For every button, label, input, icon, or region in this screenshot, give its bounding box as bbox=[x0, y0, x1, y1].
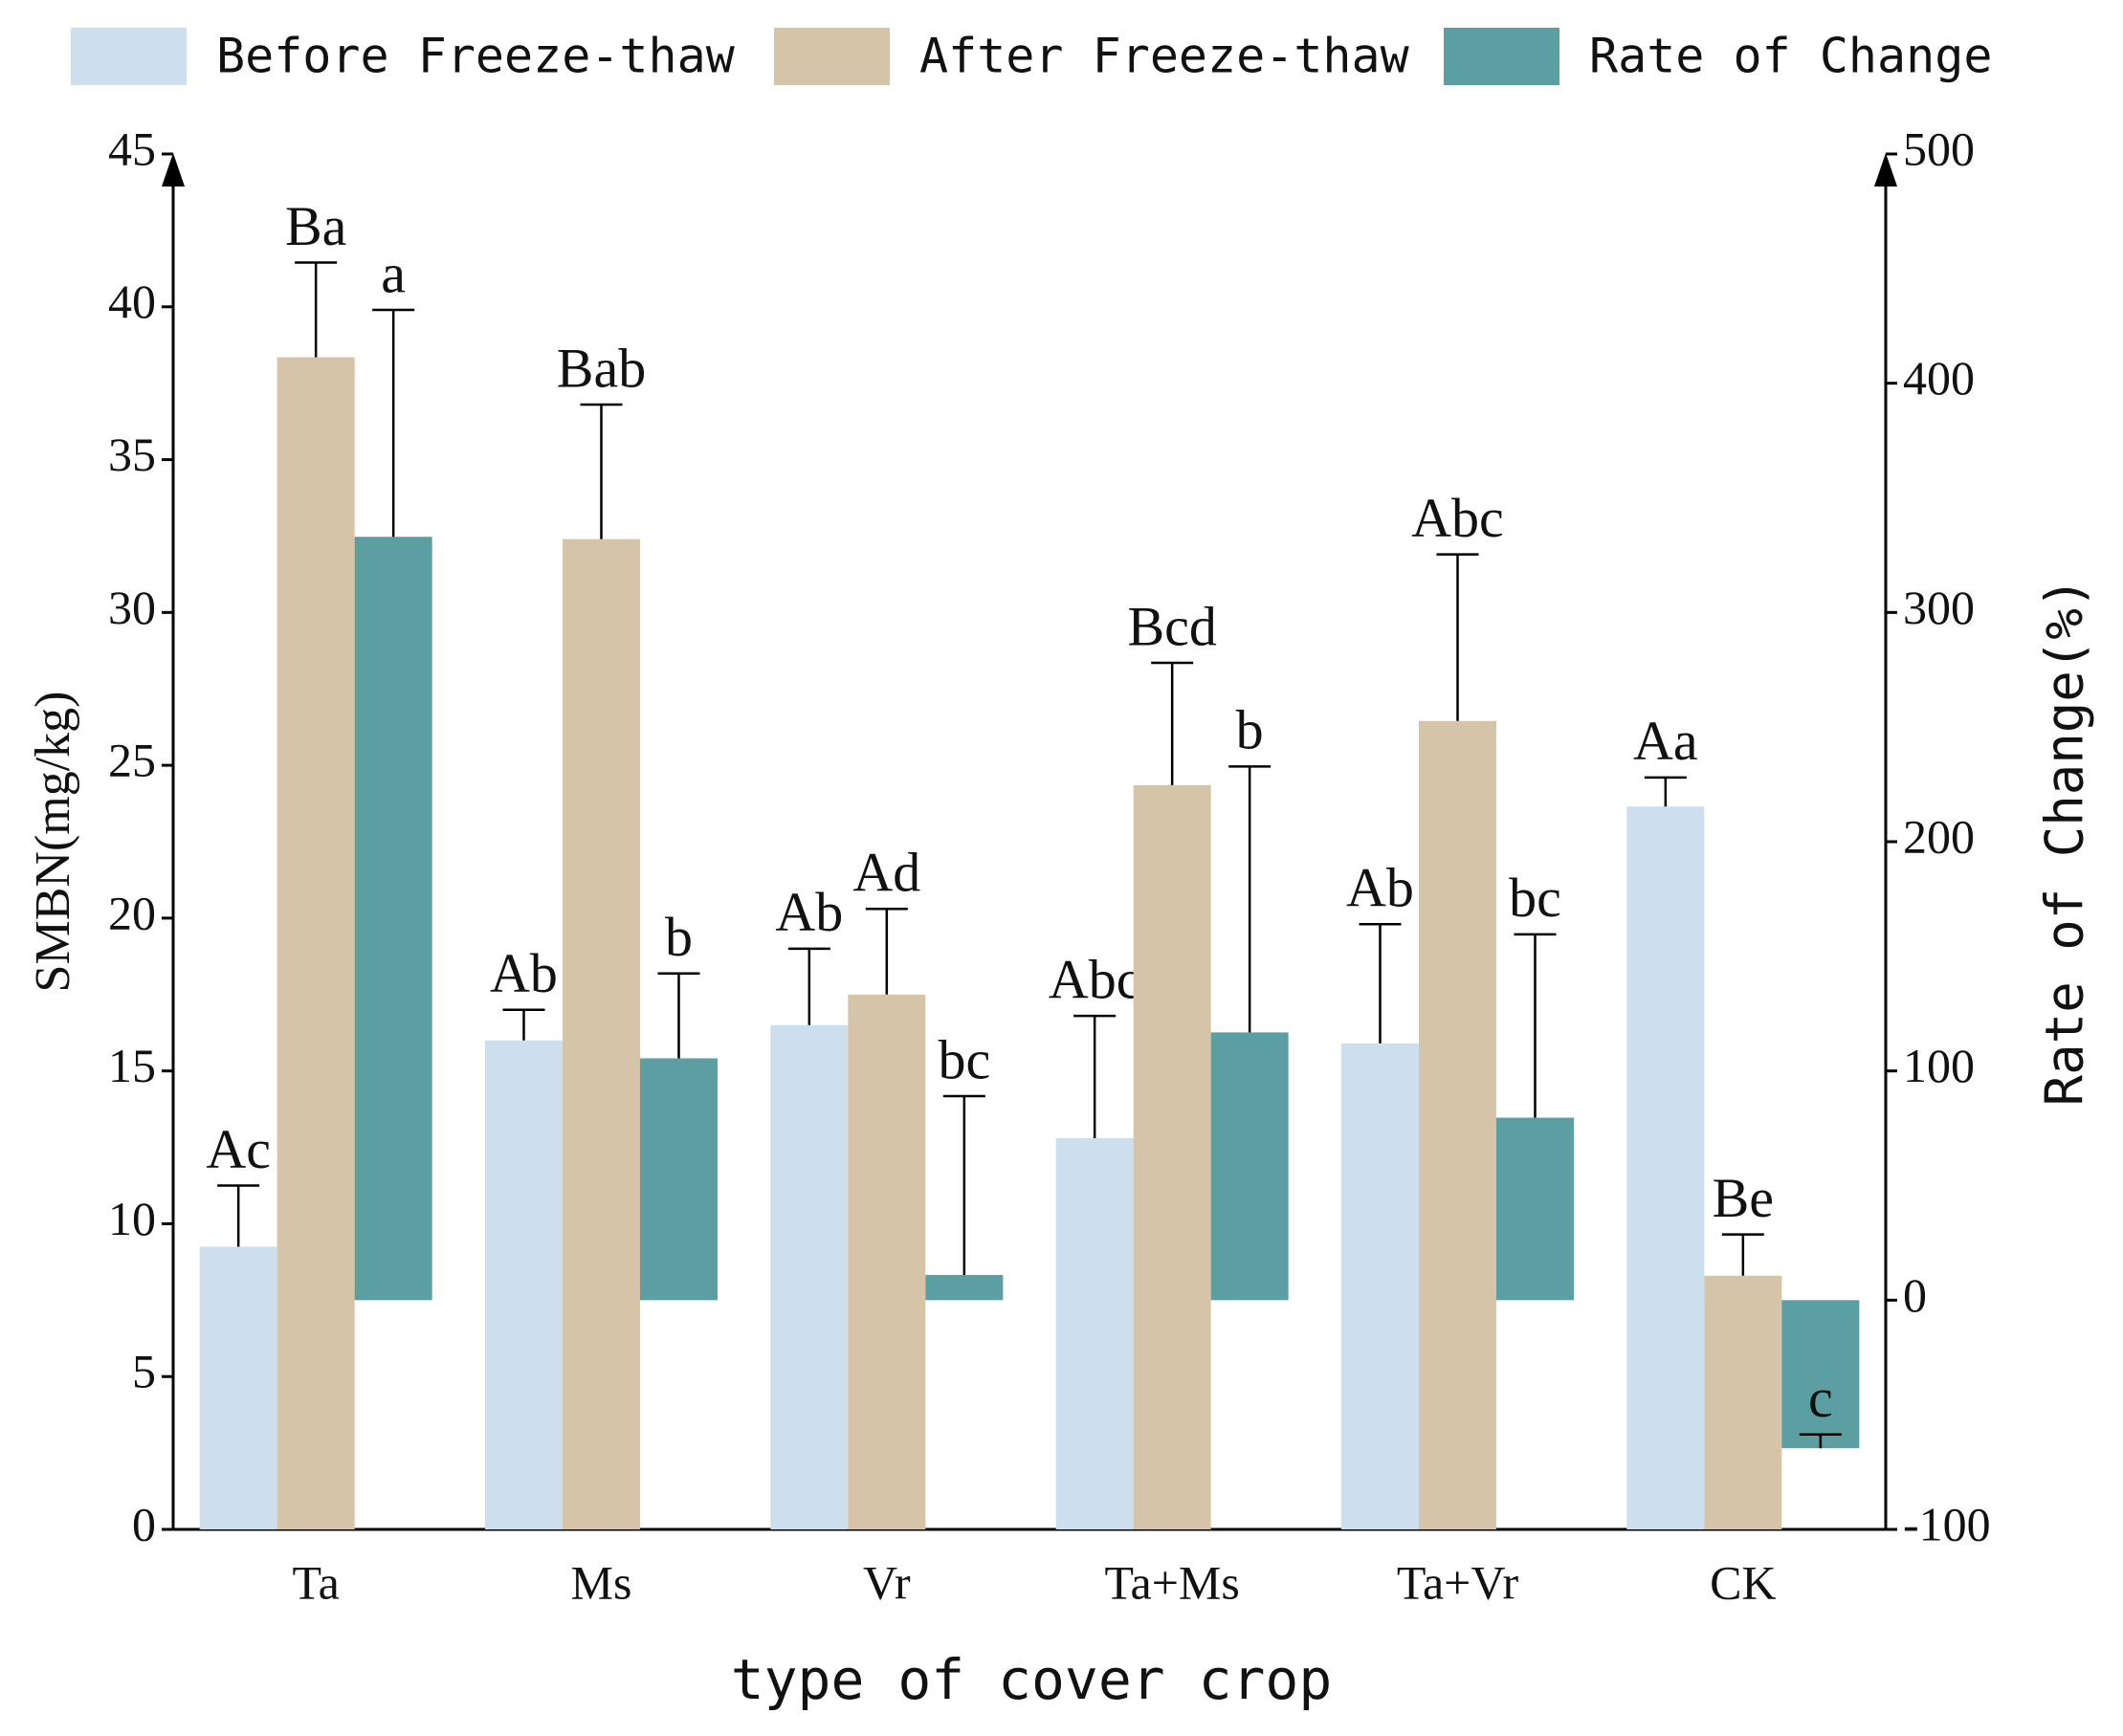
bar bbox=[1133, 784, 1211, 1529]
y-tick-label: 5 bbox=[132, 1345, 156, 1398]
bar bbox=[848, 994, 926, 1529]
significance-letter: c bbox=[1808, 1367, 1833, 1429]
bar bbox=[199, 1246, 277, 1529]
y2-tick-label: 400 bbox=[1903, 351, 1975, 405]
significance-letter: Ba bbox=[285, 195, 346, 257]
y2-tick-label: 100 bbox=[1903, 1039, 1975, 1092]
x-tick-label: Ta+Vr bbox=[1397, 1555, 1519, 1609]
y-tick-label: 25 bbox=[108, 734, 156, 787]
bar bbox=[1704, 1275, 1782, 1529]
bar bbox=[1496, 1117, 1574, 1301]
x-tick-label: CK bbox=[1710, 1555, 1776, 1609]
significance-letter: Aa bbox=[1633, 710, 1698, 772]
legend-label: Rate of Change bbox=[1589, 29, 1992, 84]
y2-axis-arrow bbox=[1874, 153, 1897, 187]
y2-tick-label: 200 bbox=[1903, 809, 1975, 863]
y-tick-label: 30 bbox=[108, 581, 156, 634]
significance-letter: bc bbox=[938, 1028, 990, 1090]
bar bbox=[1210, 1032, 1289, 1301]
y2-axis-title: Rate of Change(%) bbox=[2035, 578, 2095, 1107]
y2-tick-label: -100 bbox=[1903, 1497, 1991, 1550]
significance-letter: Ac bbox=[206, 1118, 271, 1180]
legend-label: Before Freeze-thaw bbox=[216, 29, 736, 84]
x-axis-title: type of cover crop bbox=[731, 1647, 1333, 1712]
legend-swatch bbox=[1444, 28, 1559, 85]
x-tick-label: Ms bbox=[571, 1555, 632, 1609]
y-tick-label: 15 bbox=[108, 1039, 156, 1092]
legend-swatch bbox=[71, 28, 187, 85]
y2-tick-label: 500 bbox=[1903, 121, 1975, 175]
significance-letter: Be bbox=[1713, 1167, 1774, 1229]
significance-letter: Ab bbox=[490, 942, 558, 1004]
significance-letter: a bbox=[381, 242, 406, 304]
y-tick-label: 35 bbox=[108, 428, 156, 481]
significance-letter: Bcd bbox=[1127, 595, 1216, 657]
significance-letter: bc bbox=[1509, 867, 1561, 929]
x-tick-label: Ta bbox=[293, 1555, 340, 1609]
significance-letter: Ab bbox=[775, 881, 843, 943]
significance-letter: b bbox=[665, 906, 693, 968]
bar bbox=[485, 1040, 563, 1529]
bar bbox=[276, 357, 355, 1530]
legend-swatch bbox=[774, 28, 890, 85]
significance-letter: b bbox=[1236, 699, 1264, 761]
significance-letter: Bab bbox=[557, 337, 646, 399]
significance-letter: Ab bbox=[1346, 857, 1414, 919]
y-tick-label: 45 bbox=[108, 121, 156, 175]
x-tick-label: Vr bbox=[863, 1555, 911, 1609]
bar bbox=[1419, 720, 1496, 1529]
significance-letter: Abc bbox=[1411, 487, 1504, 549]
significance-letter: Ad bbox=[852, 842, 920, 904]
bar bbox=[640, 1058, 718, 1301]
bar bbox=[925, 1274, 1004, 1301]
y2-tick-label: 300 bbox=[1903, 581, 1975, 634]
y-tick-label: 20 bbox=[108, 886, 156, 939]
y2-tick-label: 0 bbox=[1903, 1268, 1927, 1322]
x-tick-label: Ta+Ms bbox=[1104, 1555, 1239, 1609]
y-axis-title: SMBN(mg/kg) bbox=[26, 692, 80, 993]
y-tick-label: 0 bbox=[132, 1497, 156, 1550]
bar bbox=[1626, 806, 1705, 1529]
y-tick-label: 40 bbox=[108, 275, 156, 328]
y-tick-label: 10 bbox=[108, 1192, 156, 1245]
bar bbox=[354, 537, 432, 1301]
bar bbox=[1341, 1043, 1419, 1529]
y-axis-arrow bbox=[162, 153, 185, 187]
significance-letter: Abc bbox=[1049, 948, 1141, 1010]
bar bbox=[1055, 1137, 1134, 1529]
bar bbox=[563, 538, 640, 1529]
bar bbox=[1781, 1300, 1860, 1449]
bar bbox=[770, 1024, 849, 1529]
legend-label: After Freeze-thaw bbox=[919, 29, 1410, 84]
